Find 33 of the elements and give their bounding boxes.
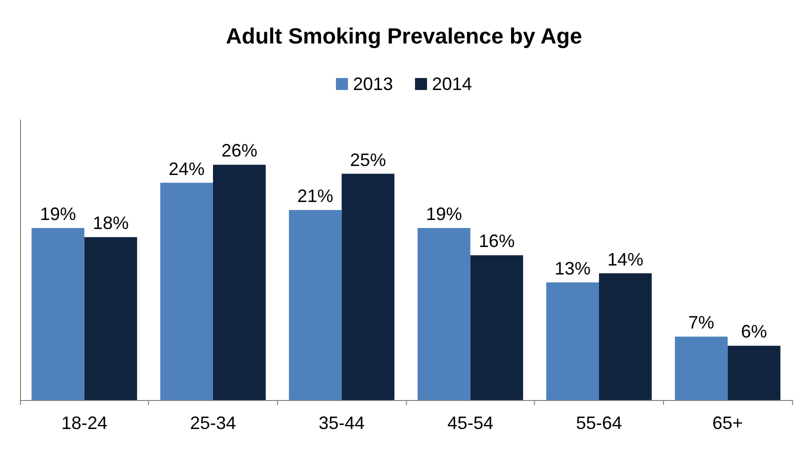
bar [342,174,394,400]
bar [728,346,780,400]
data-label: 26% [221,140,258,161]
bar [32,228,84,400]
bar [213,164,266,400]
data-label: 25% [350,150,386,170]
x-tick-label: 65+ [712,413,743,433]
bar [599,273,652,400]
data-label: 7% [688,312,714,333]
bar [674,336,728,400]
x-tick-label: 25-34 [190,413,236,433]
legend-label: 2014 [432,74,472,94]
x-tick-label: 45-54 [447,413,494,433]
data-label: 6% [741,322,768,342]
bar [288,210,342,400]
chart-title: Adult Smoking Prevalence by Age [226,24,582,48]
data-label: 16% [478,231,515,252]
data-label: 14% [607,249,644,270]
bar [160,182,213,400]
x-tick-label: 55-64 [576,413,622,433]
legend-label: 2013 [352,74,394,94]
data-label: 21% [297,186,334,206]
bar [470,255,524,400]
data-label: 19% [426,204,462,224]
bar [546,282,599,400]
bar [84,237,138,400]
data-label: 19% [40,204,76,224]
data-label: 18% [92,213,129,234]
x-tick-label: 35-44 [318,413,365,433]
bar [418,228,470,400]
data-label: 13% [554,258,591,278]
data-label: 24% [168,158,205,179]
x-tick-label: 18-24 [61,413,108,433]
